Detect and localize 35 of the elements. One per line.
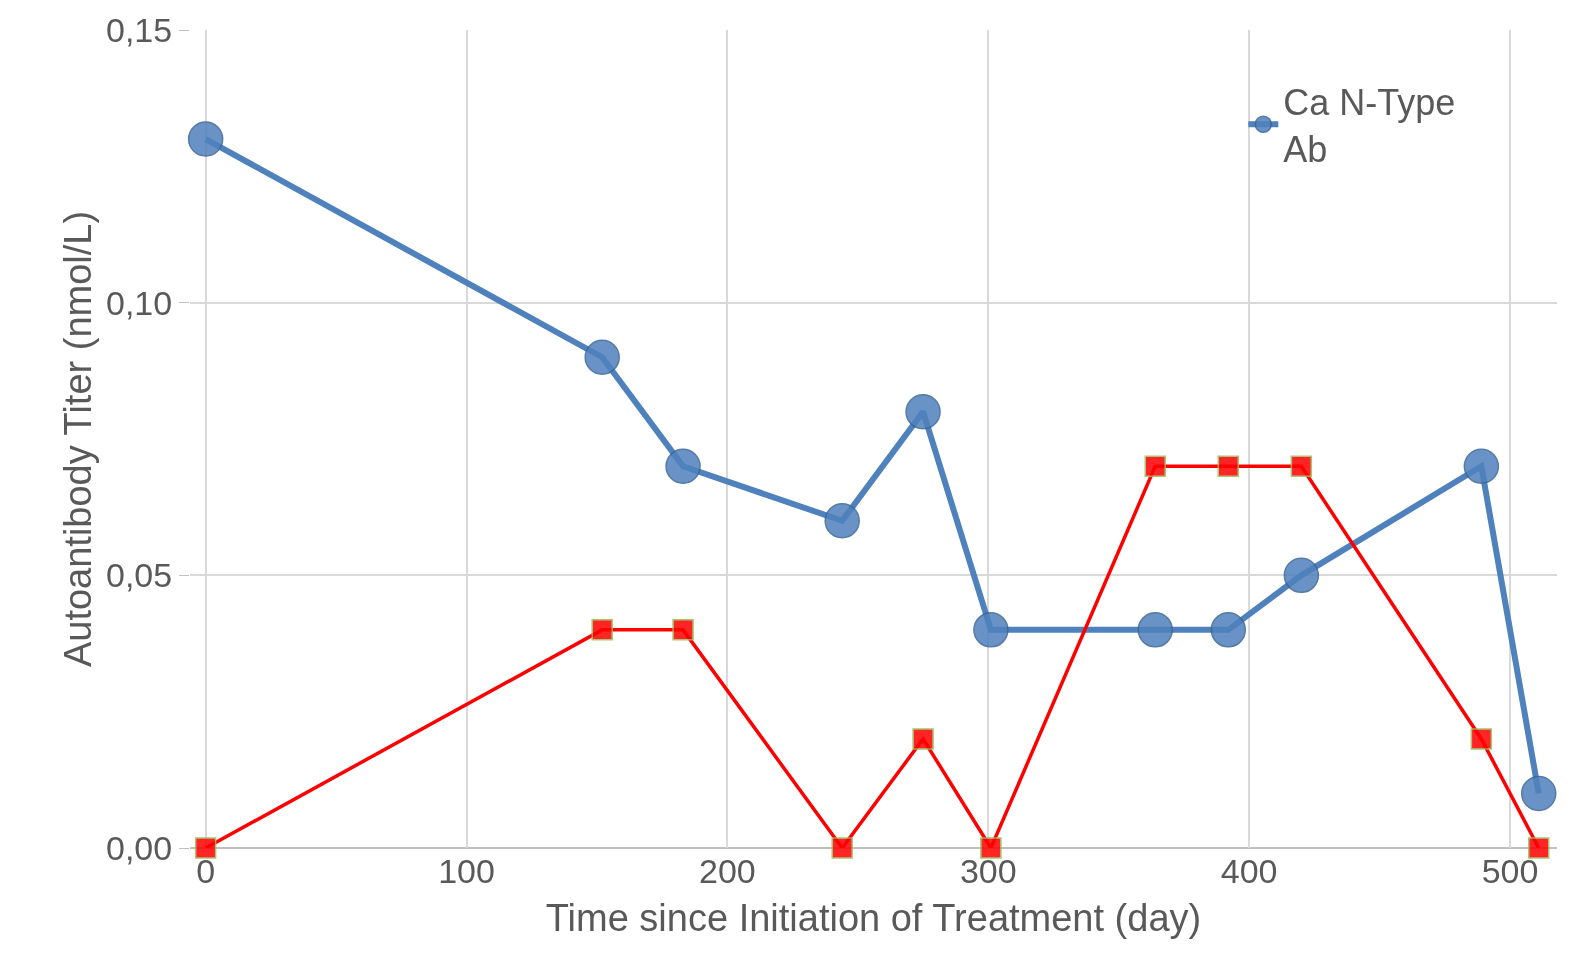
x-tick-label: 300	[959, 852, 1017, 890]
point	[1527, 837, 1550, 859]
y-tick-label: 0,15	[106, 10, 173, 49]
x-tick-label: 0	[196, 852, 216, 890]
point	[1470, 728, 1493, 750]
x-tick-label: 400	[1220, 852, 1278, 890]
x-tick-label: 200	[699, 852, 756, 890]
point	[831, 837, 853, 859]
point	[905, 393, 941, 430]
point	[973, 612, 1009, 648]
point	[1463, 448, 1500, 484]
point	[187, 121, 224, 157]
point	[672, 619, 694, 641]
legend-label: Ca N-Type Ab	[1283, 81, 1456, 170]
point	[194, 837, 217, 859]
point	[1137, 612, 1173, 648]
point	[1217, 455, 1240, 478]
point	[584, 339, 620, 375]
point	[591, 619, 613, 641]
x-axis-title: Time since Initiation of Treatment (day)	[545, 897, 1202, 940]
point	[1290, 455, 1313, 478]
point	[980, 837, 1002, 859]
point	[1144, 455, 1166, 478]
point	[665, 448, 701, 484]
point	[824, 503, 860, 539]
y-tick-label: 0,05	[106, 556, 173, 595]
x-tick-label: 100	[438, 852, 495, 890]
point	[1521, 775, 1557, 812]
y-tick-label: 0,00	[106, 828, 173, 867]
y-axis-title: Autoantibody Titer (nmol/L)	[57, 210, 100, 668]
point	[1210, 612, 1247, 648]
point	[1283, 557, 1320, 594]
y-tick-label: 0,10	[106, 283, 173, 322]
x-tick-label: 500	[1481, 852, 1539, 890]
point	[912, 728, 934, 750]
